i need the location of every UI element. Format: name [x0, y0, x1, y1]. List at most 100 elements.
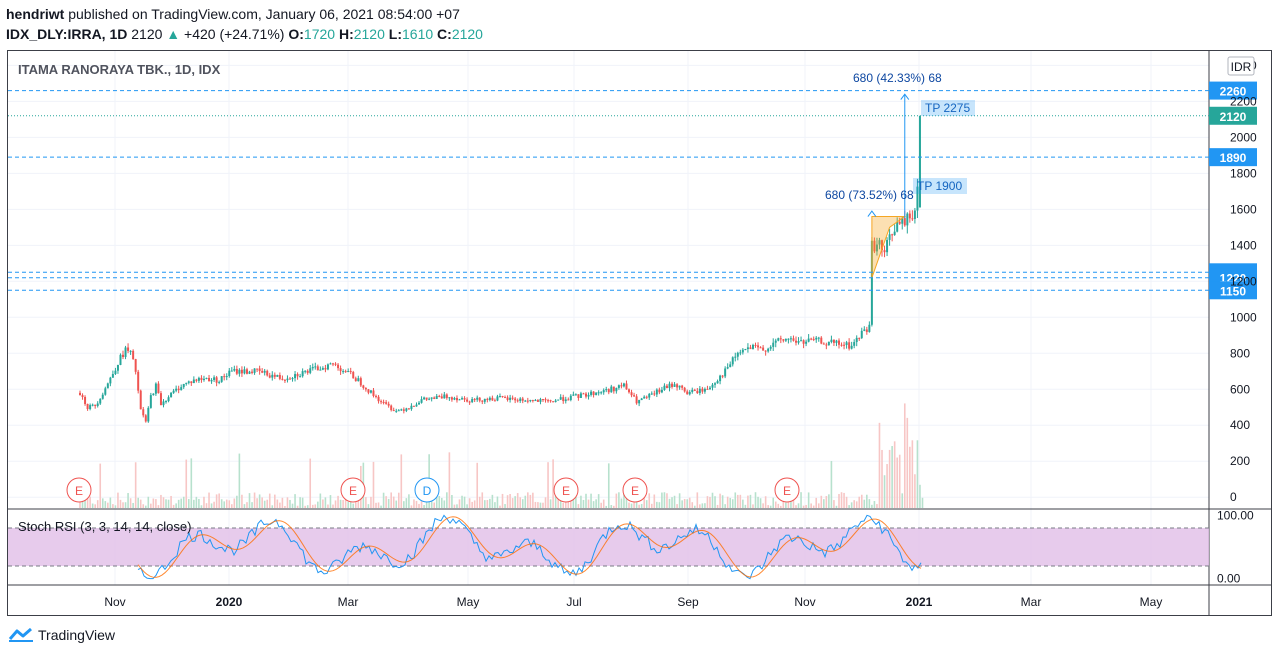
publisher-name: hendriwt	[6, 6, 65, 22]
high-value: 2120	[353, 26, 385, 42]
candle-body	[764, 350, 767, 352]
volume-bar	[157, 505, 160, 508]
volume-bar	[238, 453, 241, 508]
volume-bar	[744, 504, 747, 508]
candle-body	[337, 364, 340, 369]
candle-body	[137, 371, 140, 391]
volume-bar	[795, 505, 797, 508]
volume-bar	[871, 504, 873, 508]
volume-bar	[835, 505, 838, 508]
volume-bar	[701, 503, 704, 508]
volume-bar	[114, 505, 117, 508]
candle-body	[91, 404, 94, 406]
candle-body	[835, 340, 838, 343]
candle-body	[167, 397, 170, 402]
candle-body	[172, 390, 175, 393]
candle-body	[531, 400, 534, 402]
volume-bar	[167, 499, 170, 508]
up-arrow-icon: ▲	[166, 26, 181, 42]
candle-body	[759, 347, 762, 349]
volume-bar	[883, 475, 886, 508]
candle-body	[716, 381, 719, 384]
volume-bar	[653, 494, 656, 508]
candle-body	[600, 392, 603, 394]
earnings-marker	[340, 477, 366, 503]
volume-bar	[564, 498, 567, 508]
volume-bar	[304, 505, 306, 508]
volume-bar	[552, 459, 554, 508]
candle-body	[185, 382, 188, 384]
volume-bar	[210, 503, 213, 508]
volume-bar	[774, 501, 777, 508]
volume-bar	[914, 474, 916, 508]
volume-bar	[261, 497, 263, 508]
candle-body	[893, 231, 896, 235]
candle-body	[729, 364, 732, 368]
volume-bar	[175, 503, 177, 508]
candle-body	[273, 374, 276, 377]
candle-body	[547, 400, 550, 402]
volume-bar	[762, 503, 764, 508]
candle-body	[268, 375, 271, 378]
volume-bar	[180, 498, 182, 508]
volume-bar	[638, 504, 640, 508]
candle-body	[238, 369, 241, 374]
candle-body	[878, 240, 881, 245]
candle-body	[838, 340, 840, 345]
volume-bar	[248, 493, 251, 508]
candle-body	[354, 378, 357, 382]
candle-body	[215, 377, 218, 383]
candle-body	[800, 340, 803, 342]
volume-bar	[643, 493, 645, 508]
price-line-label: 1150	[1220, 284, 1246, 298]
volume-bar	[767, 505, 769, 508]
candle-body	[645, 396, 648, 398]
candle-body	[458, 399, 461, 401]
candle-body	[749, 347, 752, 350]
candle-body	[119, 354, 122, 365]
candle-body	[134, 359, 137, 372]
candle-body	[99, 398, 102, 404]
volume-bar	[109, 497, 112, 508]
candle-body	[187, 381, 190, 383]
volume-bar	[233, 498, 236, 508]
volume-bar	[223, 501, 226, 508]
price-line-badge	[1209, 148, 1257, 167]
candle-body	[762, 347, 765, 351]
candle-body	[774, 340, 777, 343]
volume-bar	[901, 493, 904, 508]
candle-body	[805, 341, 808, 344]
candle-body	[344, 371, 347, 373]
event-marker-label: D	[423, 484, 432, 498]
x-tick-label: Jul	[566, 595, 581, 609]
volume-bar	[461, 495, 463, 508]
volume-bar	[271, 505, 274, 508]
candle-body	[706, 388, 709, 390]
candle-body	[314, 366, 317, 368]
candle-body	[253, 368, 256, 373]
candle-body	[364, 387, 367, 390]
candle-body	[673, 384, 676, 387]
volume-bar	[243, 504, 246, 508]
candle-body	[372, 390, 375, 396]
candle-body	[678, 385, 681, 388]
candle-body	[468, 401, 471, 403]
candle-body	[425, 397, 428, 400]
candle-body	[481, 400, 484, 402]
candle-body	[569, 395, 572, 401]
volume-bar	[263, 500, 266, 508]
candle-body	[407, 408, 410, 410]
volume-bar	[888, 449, 891, 508]
volume-bar	[825, 496, 828, 508]
footer: TradingView	[8, 627, 115, 643]
candle-body	[643, 396, 646, 399]
volume-bar	[691, 502, 694, 508]
x-tick-label: 2021	[906, 595, 933, 609]
chart-header: hendriwt published on TradingView.com, J…	[6, 4, 483, 44]
candle-body	[607, 389, 610, 393]
candle-body	[94, 404, 97, 406]
volume-bar	[777, 503, 780, 508]
last-price-label: 2120	[1220, 110, 1247, 124]
candle-body	[714, 383, 717, 385]
